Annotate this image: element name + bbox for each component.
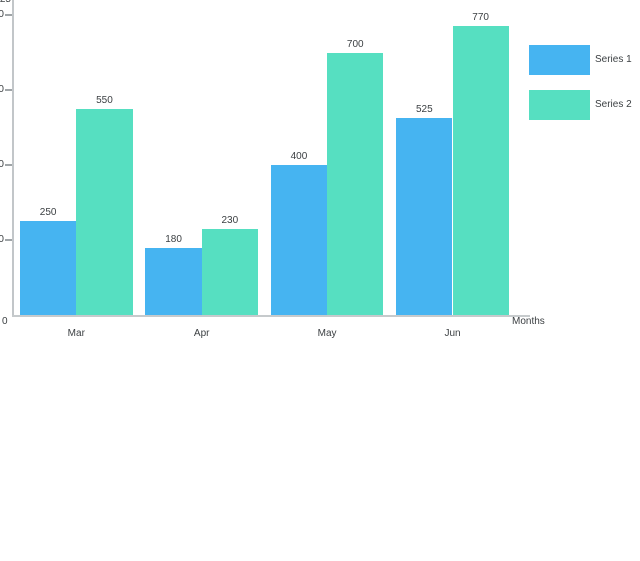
bar-value-label-series2-may: 700 [346, 38, 364, 50]
x-axis-category-label-apr: Apr [193, 328, 210, 339]
bar-series1-apr [145, 247, 202, 315]
legend-label-series2: Series 2 [595, 99, 632, 110]
x-axis-category-label-may: May [317, 328, 337, 339]
bar-series1-may [270, 165, 328, 315]
y-axis-tick-label-800: 800 [0, 9, 4, 20]
legend-label-series1: Series 1 [595, 54, 632, 65]
y-axis-origin-label: 0 [2, 316, 8, 327]
x-axis-category-label-jun: Jun [444, 328, 461, 339]
bar-value-label-series1-apr: 180 [165, 233, 182, 245]
bar-value-label-series2-jun: 770 [472, 12, 489, 24]
y-axis-line [12, 0, 14, 316]
y-axis-tick-200 [5, 239, 12, 241]
bar-value-label-series2-mar: 550 [96, 94, 113, 106]
bar-series2-apr [201, 228, 258, 315]
y-axis-tick-600 [5, 89, 12, 91]
x-axis-title: Months [512, 316, 545, 327]
y-axis-tick-label-600: 600 [0, 84, 4, 95]
bar-value-label-series1-mar: 250 [39, 207, 57, 219]
bar-series1-jun [396, 118, 453, 315]
bar-value-label-series1-jun: 525 [416, 104, 433, 116]
bar-series2-may [327, 52, 384, 315]
bar-value-label-series2-apr: 230 [221, 214, 239, 226]
legend-swatch-series1 [529, 45, 590, 75]
bar-value-label-series1-may: 400 [290, 151, 308, 162]
y-axis-tick-800 [5, 14, 12, 16]
bar-series1-mar [20, 221, 77, 315]
y-axis-max-label: 825 [0, 0, 11, 5]
bar-series2-jun [452, 26, 509, 315]
y-axis-tick-label-200: 200 [0, 234, 4, 245]
y-axis-tick-label-400: 400 [0, 159, 4, 170]
x-axis-line [12, 315, 530, 317]
x-axis-category-label-mar: Mar [67, 328, 85, 339]
y-axis-tick-400 [5, 164, 12, 166]
legend-swatch-series2 [529, 90, 590, 120]
bar-series2-mar [76, 108, 133, 315]
